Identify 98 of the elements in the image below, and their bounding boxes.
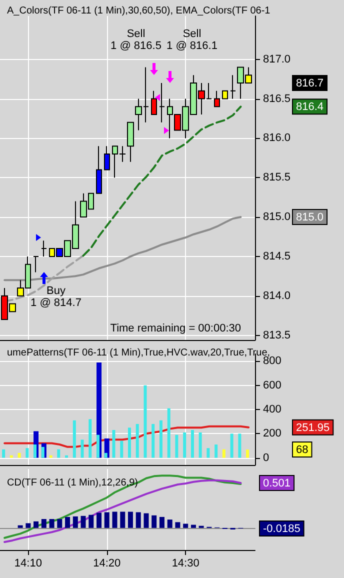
- annotation: 1 @ 814.7: [30, 297, 82, 309]
- bar: [34, 521, 39, 528]
- y-tick-label: 813.5: [263, 329, 291, 342]
- bar: [167, 408, 170, 458]
- y-tick-label: 200: [263, 428, 282, 440]
- candlestick: [214, 90, 220, 108]
- bar: [18, 525, 23, 528]
- bar: [104, 452, 108, 458]
- text: 816.7: [296, 78, 324, 90]
- bar: [49, 455, 52, 458]
- bar: [88, 514, 94, 528]
- y-tick-label: 816.5: [263, 92, 291, 105]
- y-tick-label: 815.5: [263, 172, 291, 184]
- bar: [41, 446, 44, 458]
- chart-title: CD(TF 06-11 (1 Min),12,26,9): [7, 478, 138, 488]
- bar: [136, 424, 139, 458]
- bar: [128, 428, 131, 458]
- bar: [238, 434, 242, 458]
- bar: [198, 432, 202, 458]
- bar: [96, 434, 100, 458]
- chart-title: A_Colors(TF 06-11 (1 Min),30,60,50), EMA_Colors(TF 06-1: [7, 6, 271, 16]
- candlestick: [96, 146, 102, 194]
- candlestick: [127, 122, 134, 162]
- bar: [88, 419, 92, 458]
- bar: [26, 523, 31, 528]
- bar: [104, 512, 110, 528]
- bar: [175, 522, 180, 528]
- text: -0.0185: [263, 522, 300, 535]
- text: 251.95: [296, 422, 330, 434]
- bar: [80, 516, 86, 528]
- candlestick: [41, 240, 47, 257]
- bar: [206, 448, 210, 458]
- y-tick-label: 815.0: [263, 211, 291, 224]
- x-tick-label: 14:30: [172, 558, 200, 570]
- y-tick-label: 400: [263, 404, 282, 416]
- bar: [214, 444, 218, 458]
- annotation: 1 @ 816.5: [110, 40, 162, 52]
- annotation: Buy: [46, 285, 66, 297]
- bar: [190, 524, 196, 528]
- x-tick-label: 14:20: [93, 558, 121, 570]
- bar: [72, 420, 76, 458]
- bar: [136, 512, 141, 528]
- candlestick: [104, 146, 110, 170]
- y-tick-label: 817.0: [263, 53, 291, 66]
- bar: [152, 515, 157, 528]
- candlestick: [151, 90, 157, 116]
- y-tick-label: 814.0: [263, 290, 291, 302]
- bar: [128, 512, 133, 528]
- text: 815.0: [296, 212, 324, 224]
- candlestick: [159, 82, 165, 123]
- y-tick-label: 600: [263, 379, 282, 392]
- bar: [65, 516, 70, 528]
- x-tick-label: 14:10: [14, 558, 42, 570]
- annotation: Sell: [126, 28, 146, 40]
- bar: [222, 449, 226, 458]
- bar: [159, 516, 164, 528]
- bar: [120, 512, 126, 528]
- bar: [183, 432, 186, 458]
- bar: [2, 449, 6, 458]
- y-tick-label: 0: [263, 452, 270, 464]
- candlestick: [230, 74, 236, 100]
- bar: [112, 430, 116, 458]
- bar: [65, 455, 68, 458]
- y-tick-label: 814.5: [263, 250, 291, 262]
- bar: [230, 434, 234, 458]
- bar: [72, 516, 78, 528]
- annotation: Sell: [182, 28, 202, 40]
- bar: [159, 420, 162, 458]
- text: 0.501: [263, 477, 291, 490]
- bar: [18, 452, 21, 458]
- line-series: [82, 106, 242, 257]
- candlestick: [33, 256, 39, 273]
- y-tick-label: 816.0: [263, 132, 291, 144]
- text: 816.4: [296, 101, 324, 114]
- bar: [57, 519, 62, 528]
- bar: [175, 434, 178, 458]
- bar: [246, 450, 250, 458]
- bar: [80, 440, 84, 458]
- bar: [96, 512, 102, 528]
- candlestick: [222, 90, 228, 100]
- bar: [10, 455, 13, 458]
- bar: [34, 444, 37, 458]
- bar: [144, 385, 147, 458]
- text: 68: [296, 444, 308, 456]
- bar: [167, 520, 172, 528]
- bar: [112, 512, 118, 528]
- bar: [183, 524, 188, 528]
- bar: [26, 448, 29, 458]
- annotation: 1 @ 816.1: [166, 40, 218, 52]
- annotation: Time remaining = 00:00:30: [110, 322, 241, 334]
- bar: [41, 519, 46, 528]
- line-series: [4, 425, 250, 448]
- bar: [190, 430, 194, 458]
- bar: [57, 449, 60, 458]
- bar: [120, 440, 124, 458]
- bar: [152, 424, 155, 458]
- bar: [49, 519, 54, 528]
- bar: [144, 513, 149, 528]
